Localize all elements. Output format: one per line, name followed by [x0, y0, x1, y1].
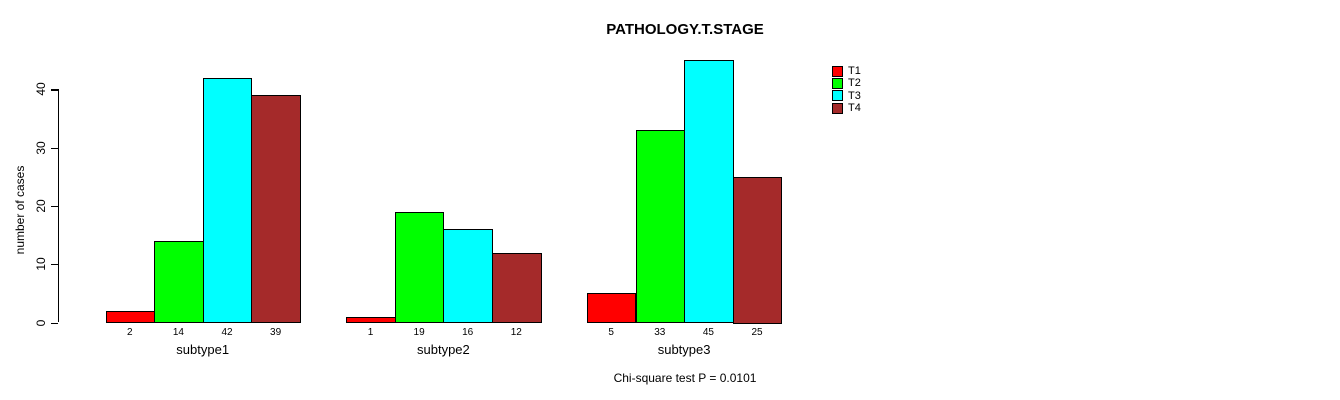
bar: [443, 229, 493, 324]
bar: [586, 293, 637, 324]
legend: T1 T2 T3 T4: [832, 65, 861, 114]
y-axis-label: number of cases: [13, 165, 27, 255]
bar: [251, 95, 301, 324]
legend-swatch-icon: [832, 90, 843, 102]
y-axis-tick-label: 30: [34, 140, 48, 155]
legend-item-label: T4: [848, 102, 861, 115]
bar: [732, 176, 783, 324]
bar: [202, 77, 253, 324]
bar-value-label: 33: [654, 327, 666, 338]
legend-swatch-icon: [832, 65, 843, 77]
legend-item-label: T2: [848, 77, 861, 90]
legend-swatch-icon: [832, 102, 843, 114]
bar: [105, 310, 156, 324]
chart-title: PATHOLOGY.T.STAGE: [606, 21, 764, 38]
legend-item-label: T3: [848, 89, 861, 102]
bar-value-label: 2: [127, 327, 133, 338]
legend-item-label: T1: [848, 65, 861, 78]
y-axis-tick: [51, 147, 58, 149]
bar: [394, 211, 445, 324]
bar-value-label: 42: [221, 327, 233, 338]
y-axis-tick-label: 20: [34, 199, 48, 213]
bar: [154, 240, 204, 324]
y-axis-tick: [51, 264, 58, 266]
bar-value-label: 12: [510, 327, 522, 338]
y-axis-tick-label: 0: [34, 319, 48, 326]
legend-item: T1: [832, 65, 861, 77]
y-axis-tick: [51, 205, 58, 208]
group-label: subtype2: [417, 342, 470, 357]
bar-value-label: 39: [270, 327, 282, 338]
legend-item: T4: [832, 102, 861, 114]
bar: [346, 316, 396, 324]
bar-value-label: 16: [462, 327, 474, 338]
y-axis-tick-label: 40: [34, 82, 48, 96]
bar: [684, 60, 734, 324]
y-axis-tick-label: 10: [34, 257, 48, 271]
y-axis-line: [58, 89, 60, 323]
bar: [492, 252, 542, 324]
legend-item: T3: [832, 90, 861, 102]
bar-value-label: 45: [702, 327, 714, 338]
bar-value-label: 1: [367, 327, 374, 338]
chi-square-note: Chi-square test P = 0.0101: [613, 371, 757, 385]
group-label: subtype3: [657, 342, 711, 357]
bar: [635, 130, 686, 324]
legend-item: T2: [832, 77, 861, 89]
bar-value-label: 14: [172, 327, 184, 338]
bar-value-label: 25: [751, 327, 763, 338]
y-axis-tick: [51, 322, 58, 324]
bar-value-label: 5: [608, 327, 614, 338]
group-label: subtype1: [176, 342, 230, 357]
y-axis-tick: [51, 89, 58, 91]
legend-swatch-icon: [832, 77, 843, 89]
bar-value-label: 19: [413, 327, 425, 338]
